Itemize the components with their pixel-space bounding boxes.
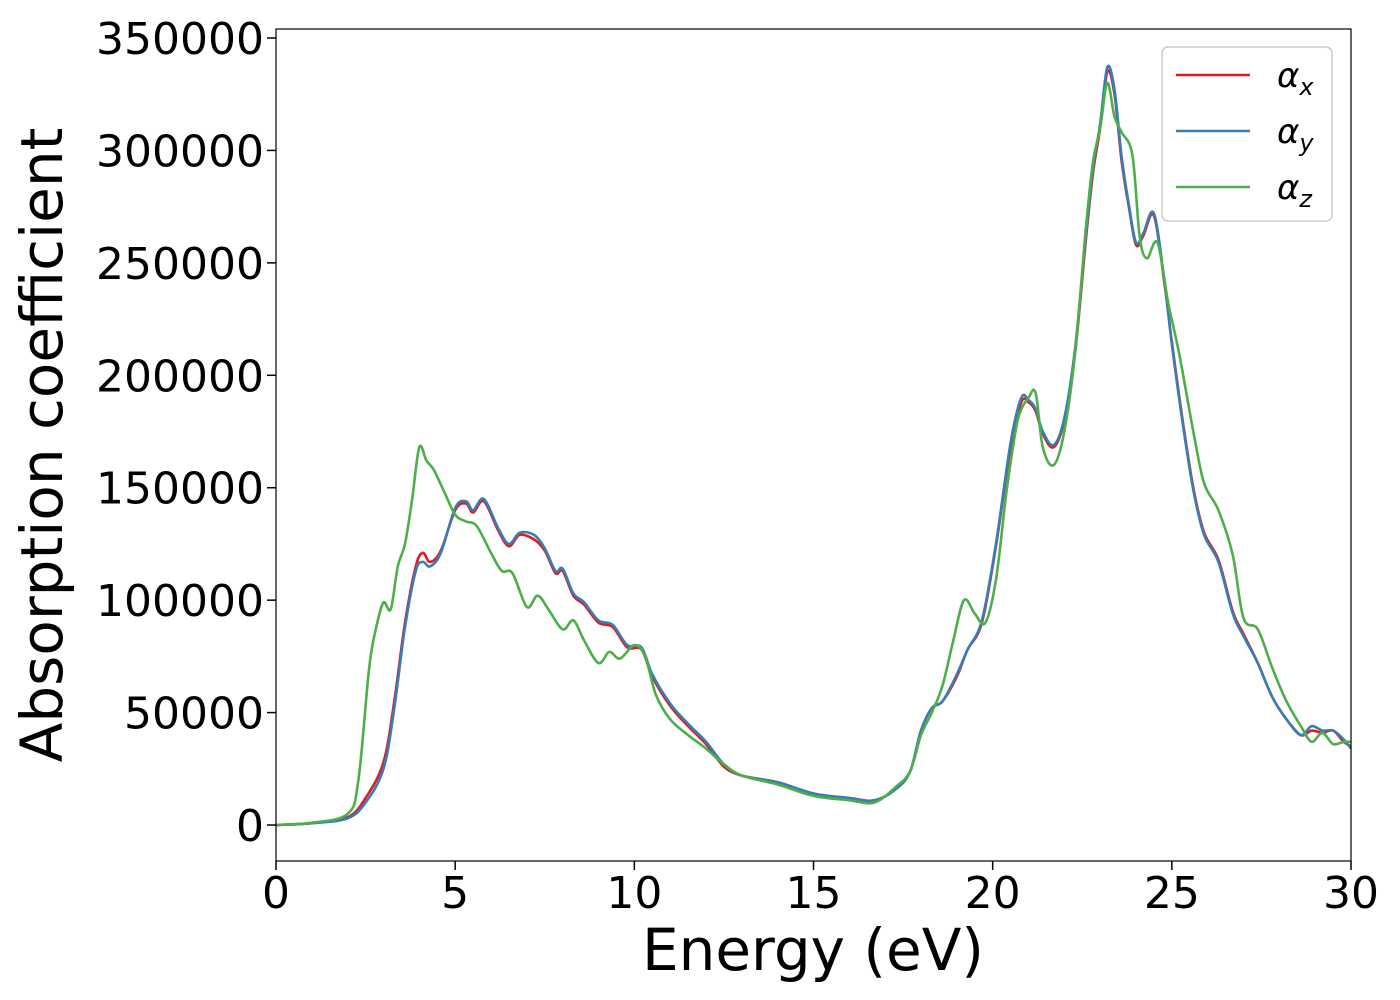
y-tick-label: 250000 — [96, 239, 264, 290]
legend-label-y: αy — [1277, 112, 1314, 157]
plot-lines — [275, 64, 1353, 827]
y-tick-label: 100000 — [96, 576, 264, 627]
x-tick-label: 30 — [1323, 868, 1379, 919]
x-tick-label: 0 — [262, 868, 290, 919]
y-tick-label: 200000 — [96, 351, 264, 402]
legend-box — [1161, 46, 1333, 222]
x-tick-label: 5 — [441, 868, 469, 919]
y-axis-ticks: 0 50000 100000 150000 200000 250000 300000 3500… — [96, 14, 276, 852]
x-axis-title: Energy (eV) — [642, 916, 984, 984]
y-tick-label: 300000 — [96, 126, 264, 177]
y-axis-title: Absorption coefficient — [8, 128, 76, 763]
y-tick-label: 0 — [236, 801, 264, 852]
x-tick-label: 20 — [965, 868, 1021, 919]
legend: αx αy αz — [1161, 46, 1333, 222]
legend-label-z: αz — [1277, 168, 1313, 213]
x-tick-label: 15 — [786, 868, 842, 919]
y-tick-label: 50000 — [124, 689, 264, 740]
x-tick-label: 10 — [606, 868, 662, 919]
series-line-y — [275, 64, 1353, 827]
x-tick-label: 25 — [1144, 868, 1200, 919]
series-line-z — [275, 81, 1352, 827]
y-tick-label: 150000 — [96, 464, 264, 515]
x-axis-ticks: 0 5 10 15 20 25 30 — [262, 861, 1379, 919]
y-tick-label: 350000 — [96, 14, 264, 65]
legend-label-x: αx — [1277, 56, 1314, 101]
